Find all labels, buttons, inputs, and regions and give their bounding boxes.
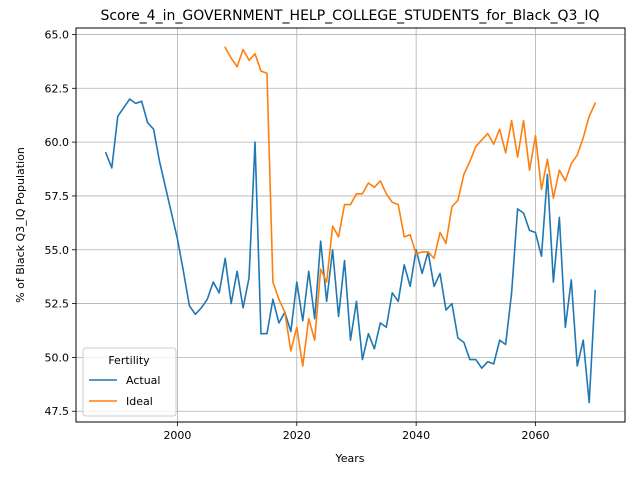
y-tick-label: 62.5 — [45, 82, 70, 95]
legend-label-ideal: Ideal — [126, 395, 153, 408]
y-tick-label: 47.5 — [45, 405, 70, 418]
y-tick-label: 55.0 — [45, 244, 70, 257]
x-tick-label: 2060 — [521, 429, 549, 442]
chart-title: Score_4_in_GOVERNMENT_HELP_COLLEGE_STUDE… — [100, 8, 599, 24]
y-tick-label: 57.5 — [45, 190, 70, 203]
y-tick-label: 50.0 — [45, 351, 70, 364]
series-line-ideal — [224, 46, 597, 367]
y-tick-label: 65.0 — [45, 28, 70, 41]
y-axis-label: % of Black Q3_IQ Population — [14, 147, 27, 303]
series-line-actual — [104, 98, 597, 404]
series-lines — [104, 46, 597, 404]
y-axis-ticks: 47.5 50.0 52.5 55.0 57.5 60.0 62.5 65.0 — [45, 28, 76, 418]
legend-title: Fertility — [108, 354, 150, 367]
legend-label-actual: Actual — [126, 374, 160, 387]
x-axis-label: Years — [334, 452, 364, 465]
y-tick-label: 52.5 — [45, 298, 70, 311]
x-axis-ticks: 2000 2020 2040 2060 — [163, 422, 549, 442]
y-tick-label: 60.0 — [45, 136, 70, 149]
legend-box — [82, 347, 177, 417]
x-tick-label: 2040 — [402, 429, 430, 442]
x-tick-label: 2000 — [163, 429, 191, 442]
plot-area-frame — [75, 27, 626, 423]
legend: Fertility Actual Ideal — [82, 347, 177, 417]
x-tick-label: 2020 — [283, 429, 311, 442]
